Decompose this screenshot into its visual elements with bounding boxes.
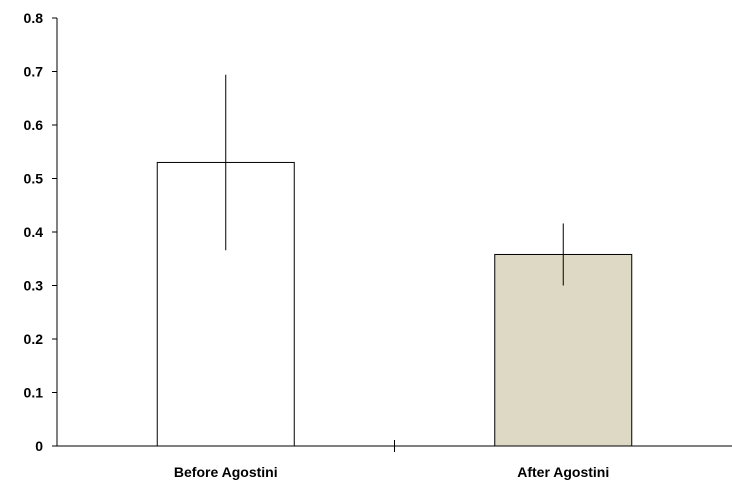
- y-tick-label: 0.6: [24, 117, 44, 133]
- error-bars: [225, 74, 564, 286]
- y-tick-label: 0: [35, 438, 43, 454]
- x-axis-labels: Before Agostini After Agostini: [174, 464, 609, 480]
- y-axis-ticks: 0 0.1 0.2 0.3 0.4 0.5 0.6 0.7 0.8: [24, 10, 57, 454]
- y-tick-label: 0.8: [24, 10, 44, 26]
- bars: [156, 161, 633, 447]
- y-tick-label: 0.1: [24, 385, 44, 401]
- x-tick-label: After Agostini: [517, 464, 609, 480]
- y-tick-label: 0.2: [24, 331, 44, 347]
- y-tick-label: 0.3: [24, 278, 44, 294]
- y-tick-label: 0.7: [24, 64, 44, 80]
- y-tick-label: 0.5: [24, 171, 44, 187]
- y-tick-label: 0.4: [24, 224, 44, 240]
- axes: [56, 18, 732, 452]
- x-tick-label: Before Agostini: [174, 464, 278, 480]
